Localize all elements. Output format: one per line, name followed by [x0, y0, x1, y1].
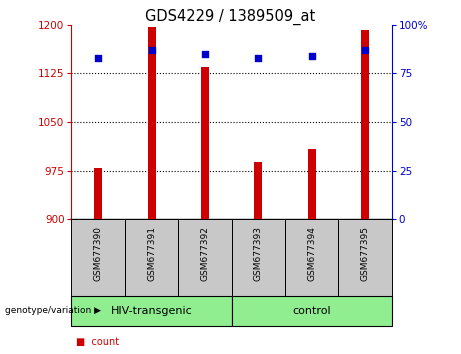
Bar [125, 219, 178, 296]
Bar [178, 219, 231, 296]
Bar [148, 27, 155, 219]
Text: GSM677391: GSM677391 [147, 226, 156, 281]
Point [254, 55, 262, 61]
Bar [94, 167, 102, 219]
Text: GSM677394: GSM677394 [307, 226, 316, 281]
Text: genotype/variation ▶: genotype/variation ▶ [5, 306, 100, 315]
Bar [361, 30, 369, 219]
Bar [308, 149, 316, 219]
Bar [71, 219, 125, 296]
Bar [254, 162, 262, 219]
Bar [231, 296, 392, 326]
Point [148, 47, 155, 53]
Text: HIV-transgenic: HIV-transgenic [111, 306, 192, 316]
Text: ■  count: ■ count [76, 337, 119, 347]
Bar [338, 219, 392, 296]
Point [95, 55, 102, 61]
Text: GSM677392: GSM677392 [201, 226, 209, 281]
Bar [285, 219, 338, 296]
Text: GDS4229 / 1389509_at: GDS4229 / 1389509_at [145, 9, 316, 25]
Bar [201, 67, 209, 219]
Bar [71, 296, 231, 326]
Text: GSM677395: GSM677395 [361, 226, 370, 281]
Text: control: control [292, 306, 331, 316]
Point [201, 51, 209, 57]
Point [361, 47, 369, 53]
Text: GSM677390: GSM677390 [94, 226, 103, 281]
Text: GSM677393: GSM677393 [254, 226, 263, 281]
Point [308, 53, 315, 59]
Bar [231, 219, 285, 296]
